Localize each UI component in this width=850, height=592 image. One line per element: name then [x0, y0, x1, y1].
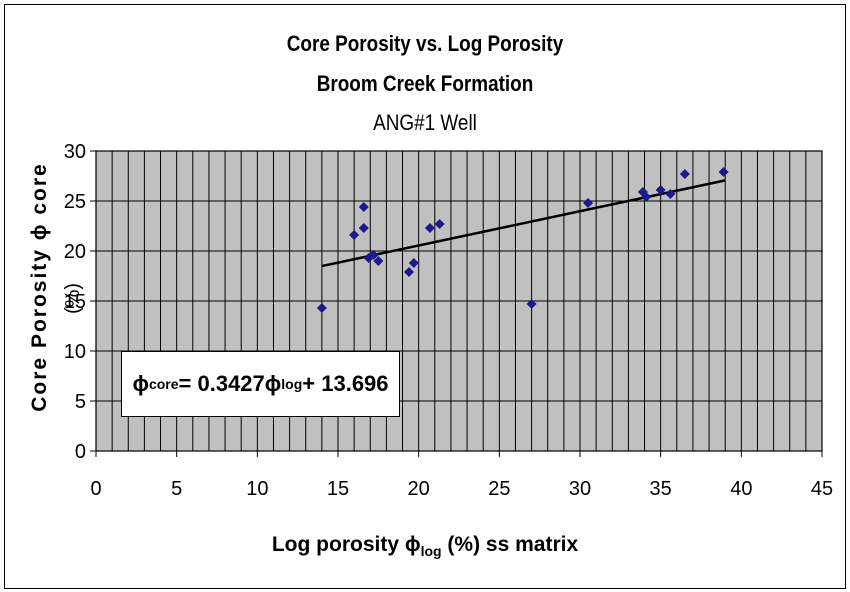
y-tick-label: 5 — [75, 391, 86, 413]
x-axis-label-sub: log — [420, 543, 442, 560]
data-point — [718, 167, 729, 177]
data-point — [655, 185, 666, 195]
chart-subtitle-well: ANG#1 Well — [373, 110, 477, 135]
chart-subtitle-formation: Broom Creek Formation — [316, 71, 534, 96]
trendline-equation: ϕ core = 0.3427 ϕ log + 13.696 — [121, 351, 400, 417]
eq-slope: = 0.3427 — [178, 371, 265, 396]
data-point — [316, 303, 327, 313]
eq-sub-log: log — [281, 376, 303, 392]
data-point — [368, 250, 379, 260]
data-point — [424, 223, 435, 233]
eq-phi-log: ϕ — [264, 371, 282, 396]
chart-title: Core Porosity vs. Log Porosity — [286, 31, 564, 56]
data-point — [349, 230, 360, 240]
x-tick-label: 25 — [488, 478, 510, 500]
phi-symbol: ϕ — [404, 533, 421, 556]
eq-phi-core: ϕ — [132, 371, 149, 396]
x-tick-label: 40 — [730, 478, 752, 500]
data-point — [641, 192, 652, 202]
x-tick-label: 5 — [171, 478, 182, 500]
data-point — [679, 169, 690, 179]
y-axis-label: Core Porosity ϕ core — [28, 162, 51, 412]
y-tick-label: 30 — [64, 141, 86, 163]
x-axis-label-pre: Log porosity — [271, 533, 405, 556]
data-point — [358, 223, 369, 233]
y-tick-label: 20 — [64, 241, 86, 263]
y-axis-unit: (%) — [62, 282, 85, 315]
x-tick-label: 20 — [408, 478, 430, 500]
data-point — [358, 202, 369, 212]
data-point — [665, 189, 676, 199]
y-tick-label: 25 — [64, 191, 86, 213]
x-tick-label: 10 — [246, 478, 268, 500]
data-point — [434, 219, 445, 229]
x-tick-label: 30 — [569, 478, 591, 500]
x-tick-label: 45 — [811, 478, 833, 500]
eq-sub-core: core — [148, 376, 179, 392]
eq-intercept: + 13.696 — [302, 371, 389, 396]
data-point — [526, 299, 537, 309]
x-tick-label: 35 — [650, 478, 672, 500]
x-tick-label: 15 — [327, 478, 349, 500]
y-tick-label: 10 — [64, 341, 86, 363]
x-tick-label: 0 — [90, 478, 101, 500]
data-point — [403, 267, 414, 277]
x-axis-label-post: (%) ss matrix — [441, 533, 579, 556]
y-tick-label: 15 — [64, 291, 86, 313]
x-axis-label: Log porosity ϕlog (%) ss matrix — [0, 533, 850, 559]
data-point — [583, 198, 594, 208]
y-tick-label: 0 — [75, 441, 86, 463]
data-point — [408, 258, 419, 268]
data-point — [373, 256, 384, 266]
trendline — [321, 179, 726, 268]
